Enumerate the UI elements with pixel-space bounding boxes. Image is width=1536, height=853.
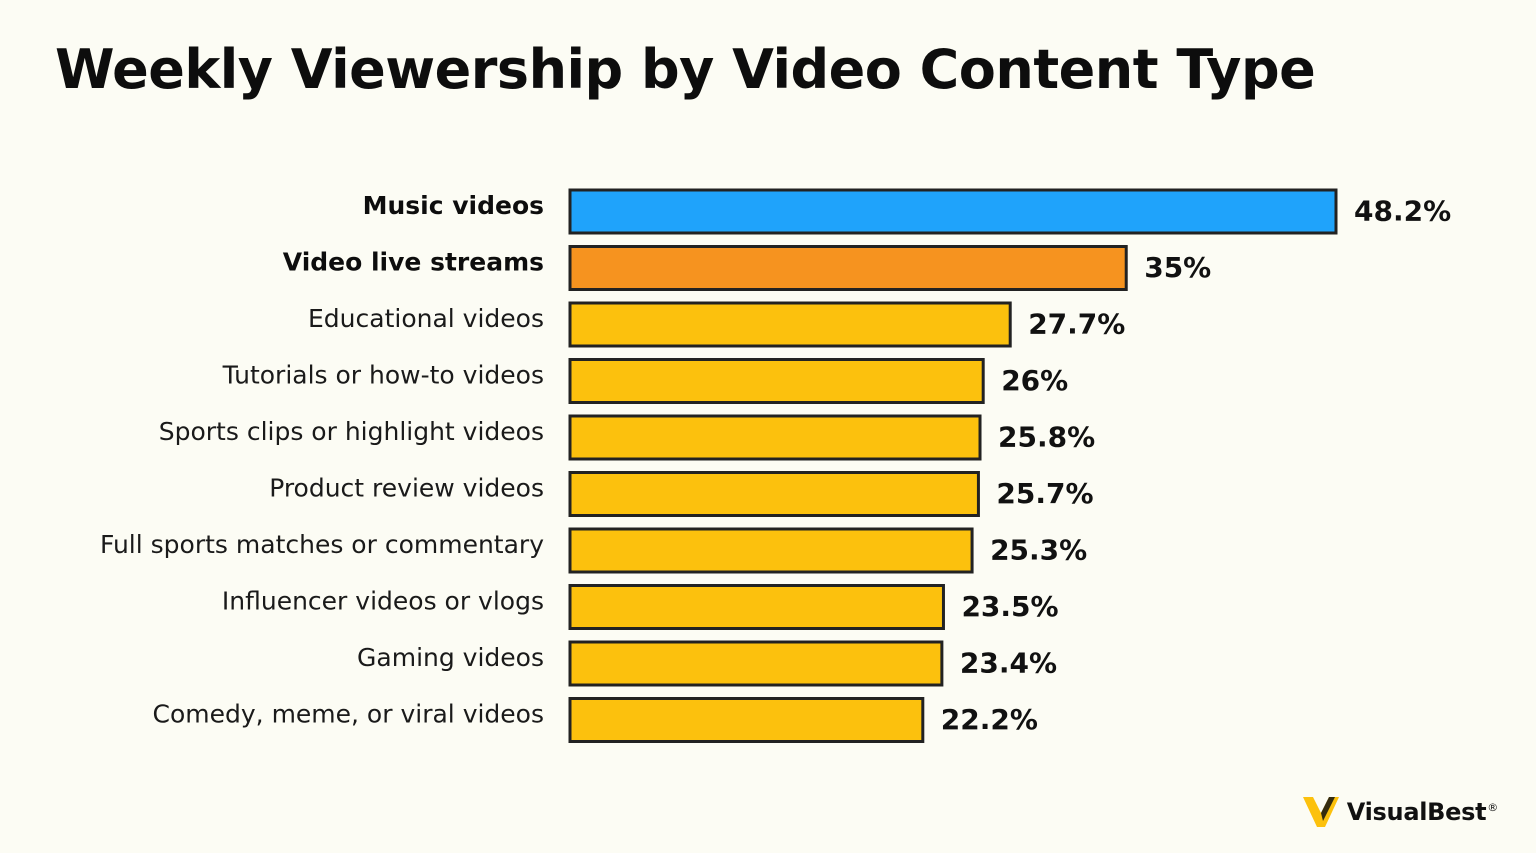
category-label-music-videos: Music videos [363, 191, 544, 220]
category-label-sports-clips-or-highlight-videos: Sports clips or highlight videos [159, 417, 544, 446]
value-label-music-videos: 48.2% [1354, 195, 1451, 228]
category-label-influencer-videos-or-vlogs: Influencer videos or vlogs [222, 587, 544, 616]
bar-music-videos [568, 188, 1338, 235]
category-label-video-live-streams: Video live streams [283, 248, 544, 277]
logo-text: VisualBest® [1346, 798, 1499, 826]
bar-influencer-videos-or-vlogs [568, 584, 945, 630]
value-label-video-live-streams: 35% [1144, 251, 1211, 284]
chart-title: Weekly Viewership by Video Content Type [55, 38, 1316, 101]
value-label-influencer-videos-or-vlogs: 23.5% [961, 590, 1058, 623]
bar-full-sports-matches-or-commentary [568, 527, 974, 574]
value-label-gaming-videos: 23.4% [960, 647, 1057, 680]
category-label-product-review-videos: Product review videos [269, 474, 544, 503]
bar-sports-clips-or-highlight-videos [568, 414, 982, 461]
category-label-full-sports-matches-or-commentary: Full sports matches or commentary [100, 530, 544, 559]
category-label-gaming-videos: Gaming videos [357, 643, 544, 672]
category-label-tutorials-or-how-to-videos: Tutorials or how-to videos [222, 361, 544, 390]
value-label-tutorials-or-how-to-videos: 26% [1001, 364, 1068, 397]
bar-educational-videos [568, 301, 1012, 348]
bar-comedy-meme-or-viral-videos [568, 697, 925, 743]
bar-tutorials-or-how-to-videos [568, 358, 985, 404]
value-label-sports-clips-or-highlight-videos: 25.8% [998, 421, 1095, 454]
bar-product-review-videos [568, 471, 980, 517]
visualbest-logo-icon [1302, 797, 1339, 827]
bar-video-live-streams [568, 245, 1128, 291]
bar-gaming-videos [568, 640, 944, 687]
value-label-comedy-meme-or-viral-videos: 22.2% [941, 703, 1038, 736]
visualbest-logo: VisualBest® [1301, 795, 1498, 829]
value-label-educational-videos: 27.7% [1028, 308, 1125, 341]
value-label-full-sports-matches-or-commentary: 25.3% [990, 534, 1087, 567]
category-label-educational-videos: Educational videos [308, 304, 544, 333]
category-label-comedy-meme-or-viral-videos: Comedy, meme, or viral videos [153, 700, 544, 729]
value-label-product-review-videos: 25.7% [996, 477, 1093, 510]
